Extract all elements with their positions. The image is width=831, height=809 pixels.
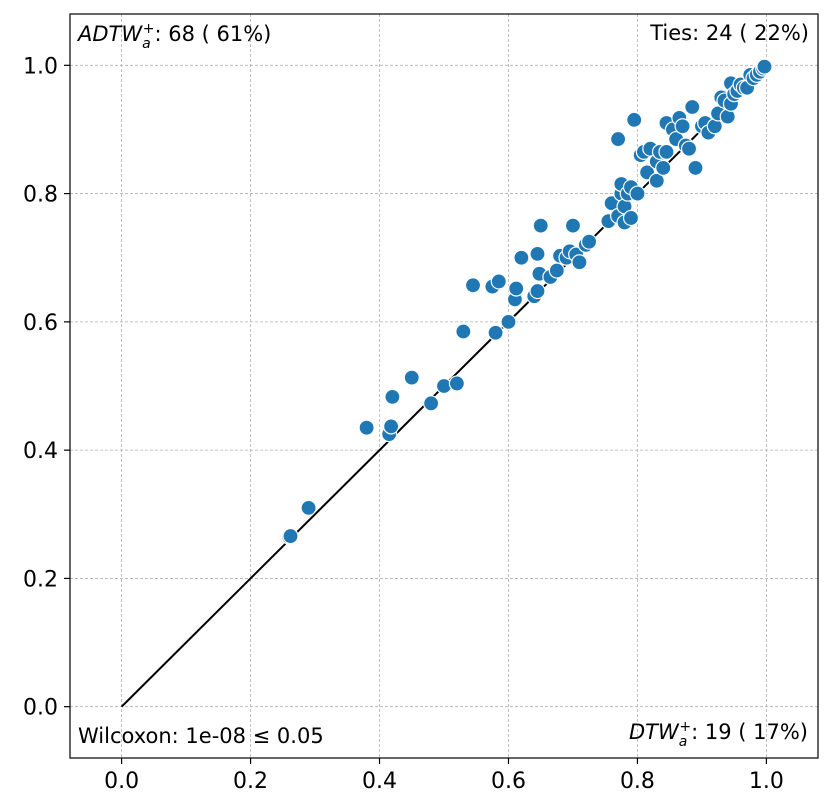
- annotation-bottom-right: DTWa+: 19 ( 17%): [629, 719, 808, 750]
- data-point: [626, 111, 643, 128]
- data-point: [508, 280, 525, 297]
- x-tick-label: 0.8: [620, 769, 655, 794]
- data-point: [513, 249, 530, 266]
- annotation-top-left-rest: : 68 ( 61%): [154, 22, 271, 46]
- data-point: [529, 282, 546, 300]
- annotation-top-left-name: ADTW: [76, 22, 143, 46]
- data-point: [403, 369, 420, 386]
- y-axis-ticks: 0.0 0.2 0.4 0.6 0.8 1.0: [23, 54, 70, 721]
- data-point: [674, 118, 691, 135]
- data-point: [487, 324, 504, 341]
- data-point: [464, 277, 482, 294]
- annotation-bottom-left: Wilcoxon: 1e-08 ≤ 0.05: [78, 724, 324, 748]
- data-point: [680, 140, 698, 157]
- data-point: [529, 245, 546, 262]
- data-point: [532, 217, 549, 234]
- data-point: [282, 527, 299, 545]
- data-point: [448, 375, 465, 392]
- x-tick-label: 1.0: [749, 769, 784, 794]
- x-tick-label: 0.4: [362, 769, 397, 794]
- annotation-top-left-sub: a: [142, 36, 151, 52]
- data-point: [655, 159, 672, 177]
- data-point: [756, 58, 773, 75]
- data-point: [629, 185, 646, 202]
- data-point: [564, 217, 582, 234]
- data-point: [548, 262, 565, 279]
- y-tick-label: 0.8: [23, 183, 58, 208]
- annotation-bottom-right-rest: : 19 ( 17%): [691, 720, 808, 744]
- y-tick-label: 0.0: [23, 696, 58, 721]
- data-point: [580, 233, 598, 250]
- data-point: [383, 418, 400, 435]
- data-point: [658, 143, 675, 160]
- data-point: [684, 98, 701, 116]
- data-point: [610, 130, 627, 148]
- annotation-top-left-sup: +: [143, 21, 155, 37]
- y-tick-label: 0.6: [23, 311, 58, 336]
- data-point: [500, 313, 517, 330]
- data-point: [687, 159, 704, 177]
- annotation-top-left: ADTWa+: 68 ( 61%): [76, 21, 271, 52]
- data-point: [571, 254, 588, 271]
- x-axis-ticks: 0.0 0.2 0.4 0.6 0.8 1.0: [104, 758, 784, 794]
- data-points: [281, 58, 773, 545]
- data-point: [358, 419, 375, 436]
- data-point: [423, 395, 440, 412]
- data-point: [490, 273, 507, 290]
- annotation-bottom-right-sup: +: [679, 719, 691, 735]
- annotation-top-right: Ties: 24 ( 22%): [649, 21, 809, 45]
- x-tick-label: 0.2: [233, 769, 268, 794]
- plot-frame: [69, 13, 819, 759]
- x-tick-label: 0.0: [104, 769, 139, 794]
- grid-lines: [70, 14, 818, 758]
- y-tick-label: 0.4: [23, 439, 58, 464]
- data-point: [455, 323, 472, 340]
- x-tick-label: 0.6: [491, 769, 526, 794]
- data-point: [300, 499, 317, 516]
- annotation-bottom-right-name: DTW: [629, 720, 680, 744]
- y-tick-label: 0.2: [23, 567, 58, 592]
- data-point: [384, 388, 401, 406]
- y-tick-label: 1.0: [23, 54, 58, 79]
- annotation-bottom-right-sub: a: [679, 734, 688, 750]
- data-point: [648, 172, 665, 189]
- data-point: [622, 209, 640, 227]
